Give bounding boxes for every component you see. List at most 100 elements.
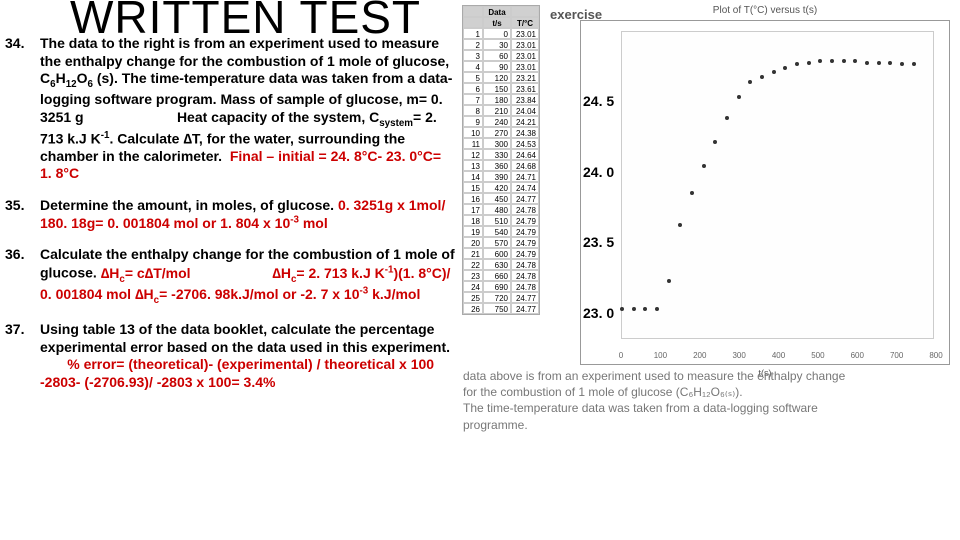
cell: 150 [483,83,511,94]
cell: 23.01 [511,50,539,61]
plot-area: 24. 524. 023. 523. 001002003004005006007… [580,20,950,365]
data-point [900,62,904,66]
data-point [783,66,787,70]
cell: 240 [483,116,511,127]
cell: 23.01 [511,61,539,72]
cell: 0 [483,28,511,39]
x-tick-label: 0 [619,351,623,360]
y-tick-label: 23. 0 [583,305,614,321]
cell [463,17,483,28]
data-point [702,164,706,168]
cell: 18 [463,215,483,226]
y-tick-label: 24. 0 [583,164,614,180]
cell: 23.21 [511,72,539,83]
cell: 24.79 [511,226,539,237]
cell: 24.21 [511,116,539,127]
cell: 24.77 [511,193,539,204]
data-point [842,59,846,63]
cell: 570 [483,237,511,248]
cell: 210 [483,105,511,116]
cell: 24.79 [511,215,539,226]
cell: 10 [463,127,483,138]
data-point [772,70,776,74]
cell: 600 [483,248,511,259]
question-number: 34. [5,35,40,183]
cell: 690 [483,281,511,292]
question-number: 36. [5,246,40,307]
cell: 480 [483,204,511,215]
cell: 1 [463,28,483,39]
cell: 390 [483,171,511,182]
cell: 300 [483,138,511,149]
cell: 13 [463,160,483,171]
cell: 26 [463,303,483,314]
data-point [795,62,799,66]
cell: 660 [483,270,511,281]
spreadsheet: Data sett/sT/°C1023.0123023.0136023.0149… [462,5,540,315]
cell: 540 [483,226,511,237]
data-point [853,59,857,63]
cell: 30 [483,39,511,50]
cell: 630 [483,259,511,270]
cell: 24.78 [511,281,539,292]
cell: 24.68 [511,160,539,171]
cell: 6 [463,83,483,94]
cell: 23.01 [511,39,539,50]
cell: 9 [463,116,483,127]
figure-caption: data above is from an experiment used to… [463,368,953,433]
cell: t/s [483,17,511,28]
y-tick-label: 23. 5 [583,234,614,250]
cell: 20 [463,237,483,248]
data-point [620,307,624,311]
data-point [678,223,682,227]
cell: 4 [463,61,483,72]
data-point [643,307,647,311]
question-text: Calculate the enthalpy change for the co… [40,246,455,307]
data-point [725,116,729,120]
question-text: Using table 13 of the data booklet, calc… [40,321,455,391]
scatter-chart: Plot of T(°C) versus t(s) 24. 524. 023. … [580,5,950,365]
question-number: 37. [5,321,40,391]
question-block: 34.The data to the right is from an expe… [5,35,455,183]
cell: 60 [483,50,511,61]
data-point [877,61,881,65]
cell: 24.38 [511,127,539,138]
cell: 17 [463,204,483,215]
question-list: 34.The data to the right is from an expe… [5,35,455,405]
data-point [655,307,659,311]
question-block: 35.Determine the amount, in moles, of gl… [5,197,455,233]
x-tick-label: 600 [851,351,864,360]
cell [463,6,483,17]
data-point [632,307,636,311]
x-tick-label: 300 [732,351,745,360]
cell: 11 [463,138,483,149]
question-number: 35. [5,197,40,233]
cell: 24.74 [511,182,539,193]
cell: 450 [483,193,511,204]
cell: 15 [463,182,483,193]
cell: 5 [463,72,483,83]
cell: 12 [463,149,483,160]
cell: 14 [463,171,483,182]
cell: 720 [483,292,511,303]
data-point [912,62,916,66]
cell: 23 [463,270,483,281]
cell: 180 [483,94,511,105]
cell: 510 [483,215,511,226]
y-tick-label: 24. 5 [583,93,614,109]
cell: 270 [483,127,511,138]
data-point [888,61,892,65]
cell: 2 [463,39,483,50]
data-point [830,59,834,63]
cell: 24.79 [511,248,539,259]
cell: 7 [463,94,483,105]
data-point [713,140,717,144]
caption-line: for the combustion of 1 mole of glucose … [463,384,953,400]
cell: 24.77 [511,303,539,314]
cell: 24.78 [511,259,539,270]
data-point [818,59,822,63]
cell: 23.61 [511,83,539,94]
cell: 24.53 [511,138,539,149]
cell: 24 [463,281,483,292]
cell: 19 [463,226,483,237]
